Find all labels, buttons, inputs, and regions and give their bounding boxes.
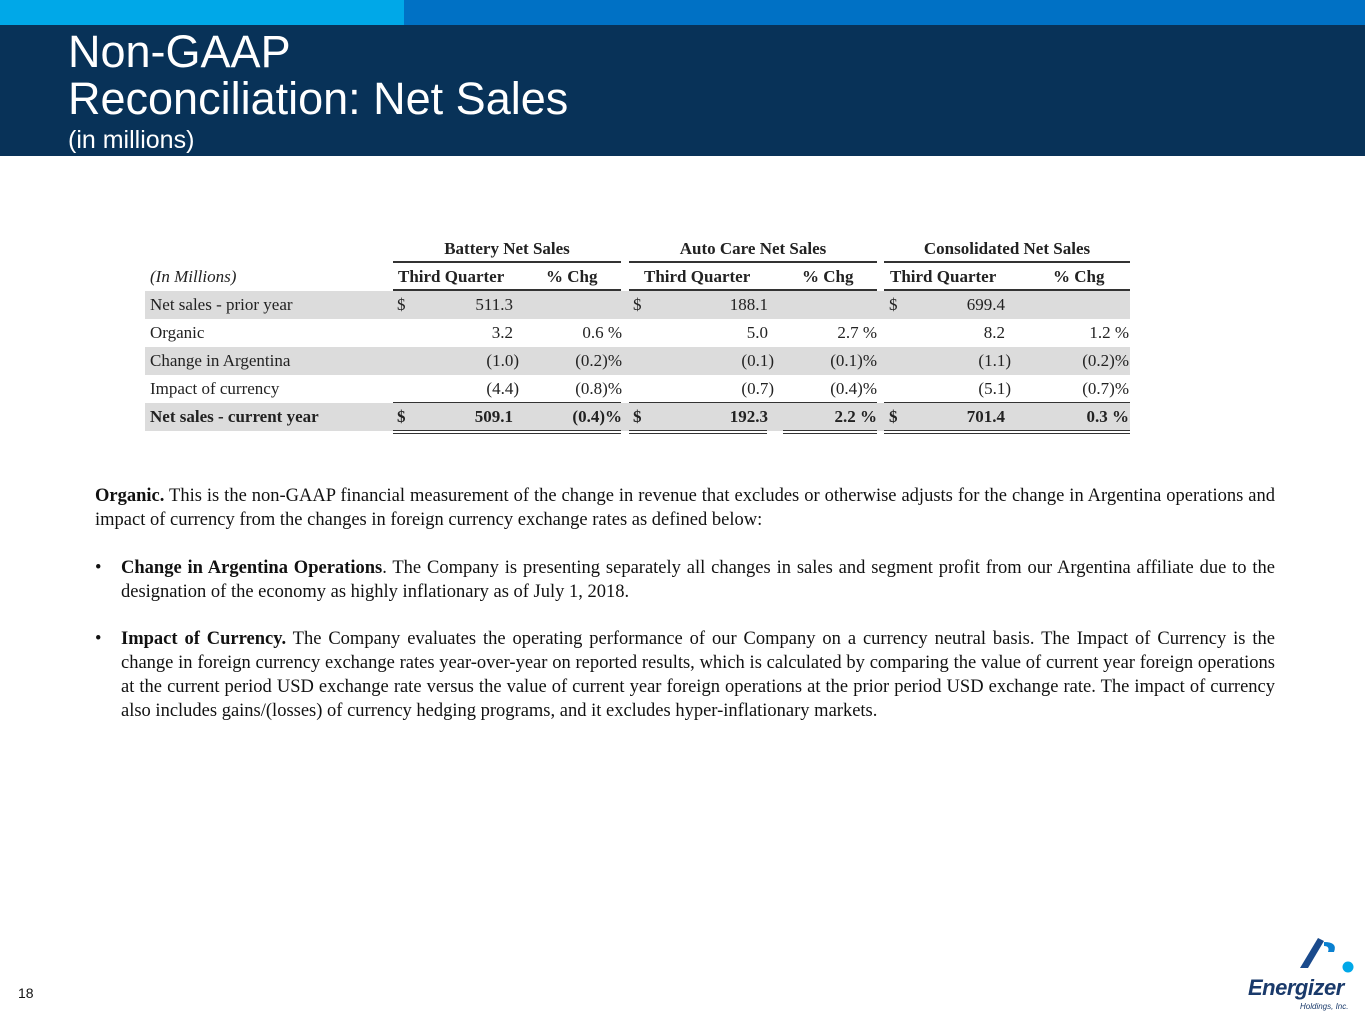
title-line-1: Non-GAAP: [68, 26, 291, 77]
organic-definition: Organic. This is the non-GAAP financial …: [95, 484, 1275, 532]
page-number: 18: [18, 985, 34, 1001]
logo-wordmark: Energizer: [1248, 975, 1344, 1000]
consolidated-value: 8.2: [983, 323, 1005, 342]
autocare-value: 5.0: [746, 323, 768, 342]
row-label: Impact of currency: [150, 379, 280, 398]
table-row: Change in Argentina (1.0) (0.2)% (0.1) (…: [145, 347, 1130, 375]
organic-term: Organic.: [95, 486, 165, 506]
battery-value: 3.2: [491, 323, 513, 342]
consolidated-value: 701.4: [966, 407, 1005, 426]
col-underline-autocare: [629, 289, 877, 291]
autocare-value: 188.1: [729, 295, 768, 314]
col-autocare-pct: % Chg: [802, 267, 854, 286]
consolidated-pct: 0.3 %: [1086, 407, 1130, 426]
autocare-pct: (0.1)%: [830, 351, 877, 370]
col-consolidated-pct: % Chg: [1053, 267, 1105, 286]
logo-dot: [1342, 961, 1354, 973]
autocare-pct: [778, 291, 877, 319]
currency-term: Impact of Currency.: [121, 629, 287, 649]
group-header-battery: Battery Net Sales: [444, 239, 570, 258]
top-light-accent: [0, 0, 404, 25]
bullet-symbol: •: [95, 629, 102, 649]
title-line-2: Reconciliation: Net Sales: [68, 73, 569, 124]
row-label: Net sales - prior year: [150, 295, 293, 314]
currency-bullet: • Impact of Currency. The Company evalua…: [95, 627, 1275, 723]
col-battery-pct: % Chg: [546, 267, 598, 286]
group-underline-battery: [393, 261, 621, 263]
organic-text: This is the non-GAAP financial measureme…: [95, 486, 1275, 530]
table-row: Organic 3.2 0.6 % 5.0 2.7 % 8.2 1.2 %: [145, 319, 1130, 347]
subtotal-line-autocare: [629, 402, 877, 403]
units-label: (In Millions): [150, 267, 237, 286]
bullet-symbol: •: [95, 558, 102, 578]
energizer-logo-icon: [1300, 938, 1354, 973]
battery-currency: $: [397, 295, 406, 314]
battery-value: 511.3: [475, 295, 513, 314]
title-banner: [0, 25, 1365, 156]
group-header-autocare: Auto Care Net Sales: [679, 239, 827, 258]
currency-definition: Impact of Currency. The Company evaluate…: [121, 627, 1275, 723]
consolidated-currency: $: [889, 407, 898, 426]
battery-pct: (0.8)%: [575, 379, 622, 398]
column-header-row: (In Millions) Third Quarter % Chg Third …: [145, 263, 1130, 291]
battery-pct: 0.6 %: [582, 323, 622, 342]
battery-value: (4.4): [486, 379, 519, 398]
consolidated-value: (1.1): [978, 351, 1011, 370]
argentina-text: . The Company is presenting separately a…: [121, 558, 1276, 602]
row-label: Net sales - current year: [150, 407, 319, 426]
table-row: Impact of currency (4.4) (0.8)% (0.7) (0…: [145, 375, 1130, 403]
autocare-pct: (0.4)%: [830, 379, 877, 398]
autocare-value: (0.1): [741, 351, 774, 370]
logo-subtext: Holdings, Inc.: [1300, 1002, 1349, 1011]
total-double-line-autocare-pct: [783, 430, 877, 434]
consolidated-currency: $: [889, 295, 898, 314]
consolidated-pct: 1.2 %: [1089, 323, 1129, 342]
total-double-line-consolidated: [884, 430, 1130, 434]
battery-pct: [525, 291, 622, 319]
group-header-row: Battery Net Sales Auto Care Net Sales Co…: [145, 235, 1130, 263]
consolidated-value: 699.4: [966, 295, 1005, 314]
col-underline-battery: [393, 289, 621, 291]
col-battery-quarter: Third Quarter: [398, 267, 505, 286]
group-underline-autocare: [629, 261, 877, 263]
autocare-pct: 2.7 %: [837, 323, 877, 342]
col-underline-consolidated: [884, 289, 1130, 291]
argentina-term: Change in Argentina Operations: [121, 558, 383, 578]
slide-title: Non-GAAP Reconciliation: Net Sales: [68, 28, 568, 122]
subtotal-line-battery: [393, 402, 621, 403]
consolidated-pct: [1025, 291, 1129, 319]
argentina-bullet: • Change in Argentina Operations. The Co…: [95, 556, 1275, 604]
total-double-line-autocare-value: [629, 430, 767, 434]
col-autocare-quarter: Third Quarter: [644, 267, 751, 286]
logo-swoosh-blue: [1324, 942, 1335, 952]
currency-text: The Company evaluates the operating perf…: [121, 629, 1275, 721]
consolidated-value: (5.1): [978, 379, 1011, 398]
logo-swoosh-dark: [1300, 938, 1324, 968]
group-underline-consolidated: [884, 261, 1130, 263]
table-row: Net sales - prior year $ 511.3 $ 188.1 $…: [145, 291, 1130, 319]
row-label: Change in Argentina: [150, 351, 291, 370]
autocare-currency: $: [633, 295, 642, 314]
group-header-consolidated: Consolidated Net Sales: [923, 239, 1091, 258]
battery-currency: $: [397, 407, 406, 426]
slide-subtitle: (in millions): [68, 126, 195, 154]
col-consolidated-quarter: Third Quarter: [890, 267, 997, 286]
autocare-value: (0.7): [741, 379, 774, 398]
battery-pct: (0.2)%: [575, 351, 622, 370]
argentina-definition: Change in Argentina Operations. The Comp…: [121, 556, 1275, 604]
battery-value: (1.0): [486, 351, 519, 370]
battery-pct: (0.4)%: [572, 407, 622, 426]
table-row-total: Net sales - current year $ 509.1 (0.4)% …: [145, 403, 1130, 431]
total-double-line-battery: [393, 430, 621, 434]
row-label: Organic: [150, 323, 205, 342]
autocare-pct: 2.2 %: [834, 407, 878, 426]
consolidated-pct: (0.7)%: [1082, 379, 1129, 398]
battery-value: 509.1: [474, 407, 513, 426]
subtotal-line-consolidated: [884, 402, 1130, 403]
autocare-value: 192.3: [729, 407, 768, 426]
autocare-currency: $: [633, 407, 642, 426]
consolidated-pct: (0.2)%: [1082, 351, 1129, 370]
